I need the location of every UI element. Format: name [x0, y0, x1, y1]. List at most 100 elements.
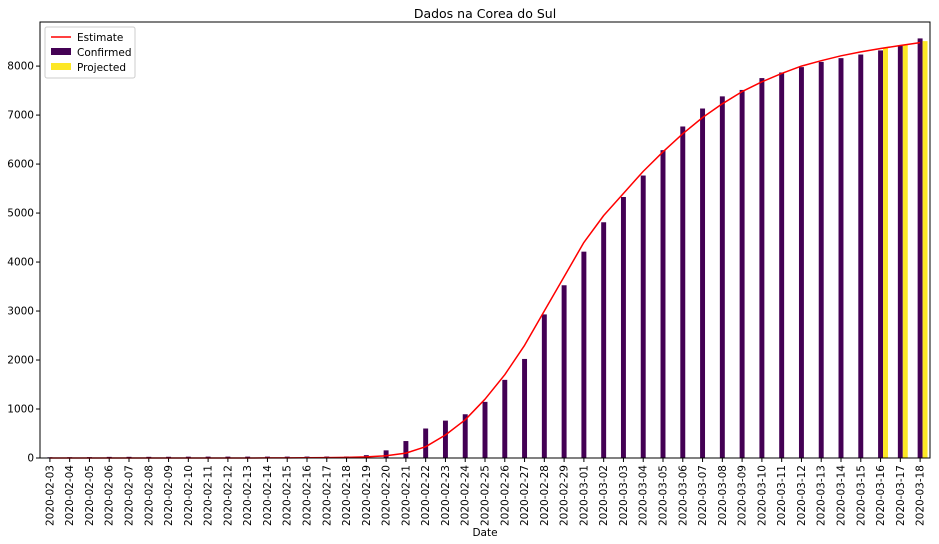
x-tick-label: 2020-02-29 — [559, 465, 571, 526]
x-tick-label: 2020-02-26 — [499, 465, 511, 526]
x-tick-label: 2020-03-17 — [895, 465, 907, 526]
bar-confirmed — [522, 358, 528, 458]
x-tick-label: 2020-02-11 — [203, 465, 215, 526]
bar-confirmed — [581, 251, 587, 458]
x-tick-label: 2020-02-12 — [222, 465, 234, 526]
x-tick-label: 2020-03-09 — [737, 465, 749, 526]
bar-projected — [902, 44, 908, 459]
legend: Estimate Confirmed Projected — [44, 26, 136, 79]
x-tick-label: 2020-03-11 — [776, 465, 788, 526]
estimate-line — [49, 41, 921, 459]
x-tick-label: 2020-02-15 — [282, 465, 294, 526]
x-tick-label: 2020-02-13 — [242, 465, 254, 526]
x-tick-label: 2020-02-27 — [519, 465, 531, 526]
bar-confirmed — [541, 314, 547, 458]
y-tick-label: 1000 — [7, 404, 34, 416]
x-tick-label: 2020-03-02 — [598, 465, 610, 526]
bar-confirmed — [423, 428, 429, 458]
bar-confirmed — [442, 420, 448, 458]
bar-projected — [922, 41, 928, 458]
y-tick-label: 2000 — [7, 355, 34, 367]
bar-confirmed — [660, 150, 666, 458]
x-tick-label: 2020-02-28 — [539, 465, 551, 526]
bar-confirmed — [640, 175, 646, 458]
x-tick-label: 2020-03-18 — [915, 465, 927, 526]
x-tick-label: 2020-02-23 — [440, 465, 452, 526]
x-tick-label: 2020-03-08 — [717, 465, 729, 526]
x-tick-label: 2020-02-14 — [262, 465, 274, 526]
y-tick-label: 5000 — [7, 208, 34, 220]
x-tick-label: 2020-03-04 — [638, 465, 650, 526]
y-tick-label: 0 — [27, 453, 34, 465]
legend-confirmed-label: Confirmed — [77, 47, 132, 59]
x-tick-label: 2020-02-08 — [143, 465, 155, 526]
x-tick-label: 2020-02-17 — [321, 465, 333, 526]
x-tick-label: 2020-02-16 — [302, 465, 314, 526]
x-tick-label: 2020-03-01 — [578, 465, 590, 526]
legend-projected-swatch — [51, 63, 71, 70]
x-axis-ticks: 2020-02-03 2020-02-04 2020-02-05 2020-02-06… — [44, 458, 927, 526]
x-tick-label: 2020-02-09 — [163, 465, 175, 526]
y-tick-label: 7000 — [7, 110, 34, 122]
bar-confirmed — [719, 96, 725, 459]
x-tick-label: 2020-02-24 — [460, 465, 472, 526]
x-tick-label: 2020-03-13 — [816, 465, 828, 526]
x-tick-label: 2020-03-15 — [855, 465, 867, 526]
bar-confirmed — [601, 222, 607, 458]
bar-confirmed — [403, 441, 409, 458]
bar-confirmed — [917, 38, 923, 459]
bar-confirmed — [680, 126, 686, 458]
bar-confirmed — [561, 285, 567, 458]
legend-confirmed-swatch — [51, 48, 71, 55]
bar-confirmed — [700, 108, 706, 458]
x-tick-label: 2020-03-14 — [836, 465, 848, 526]
y-tick-label: 4000 — [7, 257, 34, 269]
bar-confirmed — [482, 401, 488, 458]
bar-confirmed — [798, 67, 804, 458]
x-tick-label: 2020-02-18 — [341, 465, 353, 526]
bar-confirmed — [462, 414, 468, 458]
bar-projected — [883, 47, 888, 459]
estimate-line-layer — [49, 41, 921, 459]
bars — [47, 38, 928, 459]
x-tick-label: 2020-03-07 — [697, 465, 709, 526]
legend-projected-label: Projected — [77, 62, 126, 74]
chart-title: Dados na Corea do Sul — [414, 6, 556, 21]
bar-confirmed — [897, 45, 903, 458]
y-tick-label: 6000 — [7, 159, 34, 171]
x-tick-label: 2020-02-04 — [64, 465, 76, 526]
x-tick-label: 2020-03-16 — [875, 465, 887, 526]
bar-confirmed — [878, 50, 884, 458]
bar-confirmed — [383, 450, 389, 458]
x-tick-label: 2020-02-19 — [361, 465, 373, 526]
x-tick-label: 2020-03-12 — [796, 465, 808, 526]
x-axis-label: Date — [472, 527, 497, 539]
x-tick-label: 2020-03-10 — [756, 465, 768, 526]
y-tick-label: 3000 — [7, 306, 34, 318]
plot-frame — [39, 21, 931, 459]
x-tick-label: 2020-03-03 — [618, 465, 630, 526]
x-tick-label: 2020-02-07 — [124, 465, 136, 526]
legend-estimate-label: Estimate — [77, 32, 123, 44]
bar-confirmed — [502, 379, 508, 458]
x-tick-label: 2020-02-06 — [104, 465, 116, 526]
x-tick-label: 2020-02-20 — [381, 465, 393, 526]
y-axis-ticks: 0 1000 2000 3000 4000 5000 6000 7000 8000 — [7, 61, 40, 465]
x-tick-label: 2020-02-03 — [44, 465, 56, 526]
x-tick-label: 2020-03-05 — [658, 465, 670, 526]
bar-confirmed — [838, 58, 844, 458]
x-tick-label: 2020-02-05 — [84, 465, 96, 526]
bar-confirmed — [620, 196, 626, 459]
x-tick-label: 2020-02-22 — [420, 465, 432, 526]
x-tick-label: 2020-03-06 — [677, 465, 689, 526]
x-tick-label: 2020-02-21 — [400, 465, 412, 526]
x-tick-label: 2020-02-25 — [480, 465, 492, 526]
bar-confirmed — [759, 78, 765, 458]
bar-confirmed — [818, 61, 824, 458]
bar-confirmed — [739, 89, 745, 458]
bar-confirmed — [779, 72, 785, 458]
y-tick-label: 8000 — [7, 61, 34, 73]
bar-confirmed — [858, 54, 864, 459]
x-tick-label: 2020-02-10 — [183, 465, 195, 526]
